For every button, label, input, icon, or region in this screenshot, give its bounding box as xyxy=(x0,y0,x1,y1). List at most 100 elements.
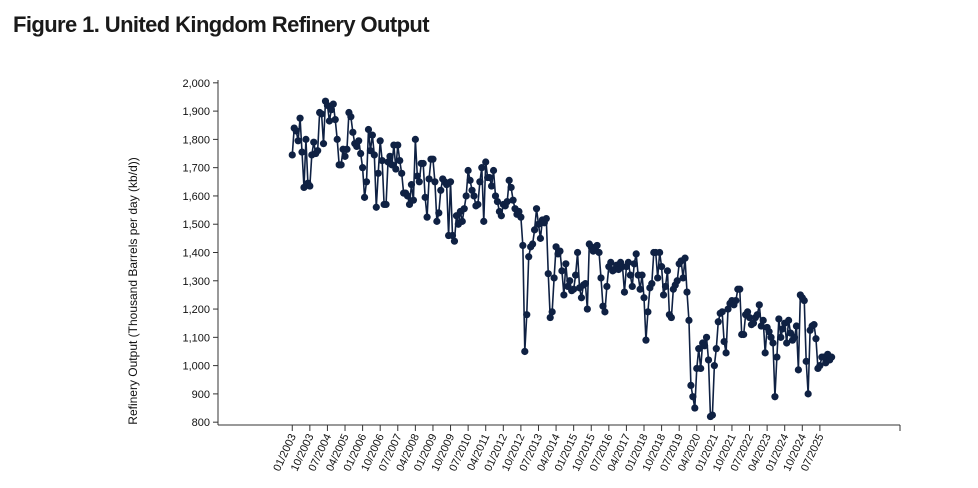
data-point xyxy=(425,175,433,183)
data-point xyxy=(292,127,300,135)
data-point xyxy=(745,313,754,322)
data-point xyxy=(310,138,318,146)
data-point xyxy=(468,186,476,194)
data-point xyxy=(767,333,775,341)
data-point xyxy=(372,203,380,211)
data-point xyxy=(753,311,761,319)
data-point xyxy=(562,260,570,268)
data-point xyxy=(607,258,615,266)
data-point xyxy=(773,353,781,361)
data-point xyxy=(364,125,373,134)
data-point xyxy=(708,411,717,419)
data-point xyxy=(302,135,310,143)
data-point xyxy=(317,110,326,118)
data-point xyxy=(478,164,486,172)
data-point xyxy=(779,325,787,333)
data-point xyxy=(378,156,386,165)
data-point xyxy=(710,362,718,370)
data-point xyxy=(802,357,810,365)
data-point xyxy=(749,319,758,327)
data-point xyxy=(679,274,687,282)
data-point xyxy=(374,169,382,177)
data-point xyxy=(532,205,541,213)
y-tick-label: 1,100 xyxy=(182,332,210,344)
data-point xyxy=(329,100,337,108)
data-point xyxy=(482,158,490,166)
data-point xyxy=(548,308,556,316)
data-point xyxy=(697,364,705,373)
data-point xyxy=(603,282,611,291)
y-tick-label: 2,000 xyxy=(182,78,210,90)
data-point xyxy=(794,366,802,374)
y-tick-label: 900 xyxy=(192,389,210,401)
y-tick-label: 1,200 xyxy=(182,304,210,316)
data-point xyxy=(722,349,730,357)
data-point xyxy=(638,271,646,279)
data-point xyxy=(544,270,552,278)
data-point xyxy=(816,362,824,370)
data-point xyxy=(396,156,404,165)
data-point xyxy=(790,333,799,341)
data-point xyxy=(487,182,496,190)
data-point xyxy=(357,149,365,158)
data-point xyxy=(491,192,500,200)
data-point xyxy=(407,181,416,189)
data-point xyxy=(599,302,607,310)
data-point xyxy=(810,321,818,329)
y-tick-label: 800 xyxy=(192,417,210,429)
data-point xyxy=(620,288,629,296)
data-point xyxy=(573,248,582,257)
data-point xyxy=(359,164,367,172)
data-point xyxy=(353,142,361,151)
data-point xyxy=(700,342,709,350)
data-point xyxy=(486,173,494,182)
data-point xyxy=(503,198,511,206)
data-point xyxy=(288,151,296,159)
data-point xyxy=(570,285,578,293)
data-point xyxy=(341,152,349,160)
data-point xyxy=(691,404,699,412)
data-point xyxy=(413,172,421,180)
data-point xyxy=(577,294,586,302)
data-point xyxy=(601,308,609,316)
data-point xyxy=(765,328,773,336)
data-point xyxy=(771,393,779,401)
data-point xyxy=(529,240,537,248)
data-point xyxy=(777,333,785,341)
data-point xyxy=(644,308,652,316)
data-point xyxy=(663,267,672,275)
data-point xyxy=(337,161,345,169)
data-point xyxy=(740,330,748,339)
data-point xyxy=(423,213,431,221)
data-point xyxy=(319,140,328,148)
data-point xyxy=(327,106,335,114)
data-point xyxy=(689,393,697,401)
data-point xyxy=(331,115,339,124)
data-point xyxy=(437,186,445,194)
data-point xyxy=(648,280,656,288)
data-point xyxy=(630,260,638,268)
data-point xyxy=(411,135,419,143)
data-point xyxy=(446,178,455,186)
y-tick-label: 1,600 xyxy=(182,191,210,203)
y-ticks: 800 900 1,000 1,100 1,200 1,300 1,400 1,500 1,60… xyxy=(182,78,218,429)
data-point xyxy=(462,192,470,200)
data-point xyxy=(566,277,574,285)
data-point xyxy=(507,183,515,192)
data-point xyxy=(362,178,371,186)
data-point xyxy=(640,294,648,302)
data-point xyxy=(681,254,689,262)
data-point xyxy=(712,345,720,353)
data-point xyxy=(298,148,306,156)
data-point xyxy=(419,159,427,168)
data-point xyxy=(597,274,605,282)
data-point xyxy=(493,198,502,206)
y-tick-label: 1,800 xyxy=(182,134,210,146)
data-point xyxy=(306,182,314,190)
data-point xyxy=(515,207,523,216)
data-point xyxy=(536,234,545,242)
data-point xyxy=(732,296,740,305)
data-point xyxy=(294,137,302,145)
data-point xyxy=(370,151,378,159)
